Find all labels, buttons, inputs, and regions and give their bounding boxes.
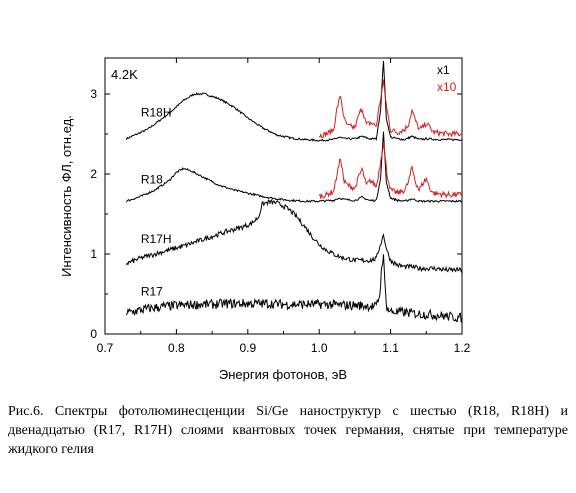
x-tick-label: 0.7 [97, 341, 114, 355]
x-tick-label: 0.9 [239, 341, 256, 355]
y-tick-label: 3 [90, 87, 97, 101]
x-tick-label: 1.0 [311, 341, 328, 355]
legend-x10: x10 [437, 80, 457, 94]
series-r17h [125, 199, 463, 273]
curve-label-r18: R18 [141, 173, 163, 187]
series-r18h-x10 [318, 79, 463, 139]
axis-ticks: 0.7 0.8 0.9 1.0 1.1 1.2 0 1 2 3 [90, 58, 471, 355]
series-r18h [125, 60, 463, 142]
x-tick-label: 1.2 [454, 341, 471, 355]
x-tick-label: 1.1 [382, 341, 399, 355]
figure-caption: Рис.6. Спектры фотолюминесценции Si/Ge н… [8, 404, 568, 457]
curves [125, 60, 463, 323]
curve-labels: R18H R18 R17H R17 [141, 105, 172, 298]
x-axis-label: Энергия фотонов, эВ [219, 367, 347, 382]
curve-label-r17h: R17H [141, 232, 172, 246]
temperature-annotation: 4.2K [111, 67, 138, 82]
x-tick-label: 0.8 [168, 341, 185, 355]
y-tick-label: 1 [90, 247, 97, 261]
series-r17 [125, 254, 463, 323]
curve-label-r18h: R18H [141, 105, 172, 119]
legend-x1: x1 [437, 63, 450, 77]
y-tick-label: 2 [90, 167, 97, 181]
series-r18 [125, 131, 463, 203]
curve-label-r17: R17 [141, 285, 163, 299]
y-axis-label: Интенсивность ФЛ, отн.ед. [59, 115, 74, 277]
y-tick-label: 0 [90, 327, 97, 341]
series-r18-x10 [318, 143, 463, 199]
